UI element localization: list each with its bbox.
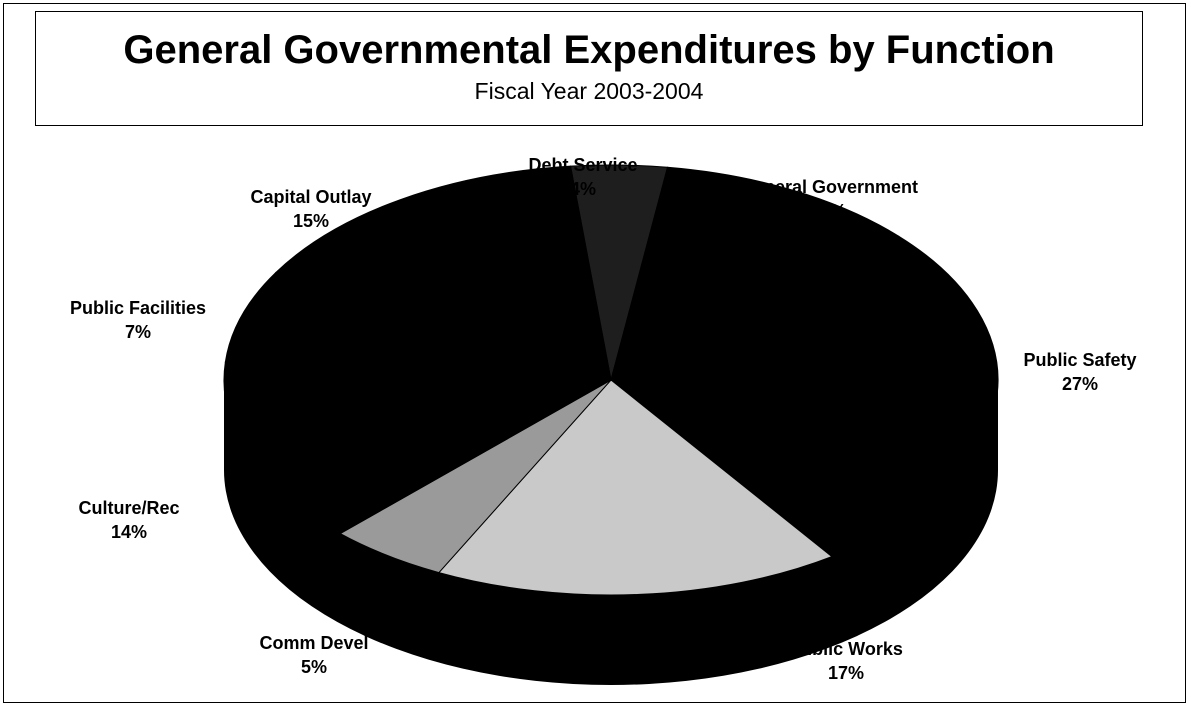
pie-side-wall xyxy=(224,380,998,685)
slice-percent: 17% xyxy=(827,663,865,683)
slice-name: Public Works xyxy=(789,639,903,659)
slice-name: Public Facilities xyxy=(69,298,207,318)
slice-label-comm-devel: Comm Devel 5% xyxy=(259,631,368,679)
slice-label-culture-rec: Culture/Rec 14% xyxy=(78,496,179,544)
slice-name: Comm Devel xyxy=(259,633,369,653)
slice-label-capital-outlay: Capital Outlay 15% xyxy=(250,185,371,233)
title-box: General Governmental Expenditures by Fun… xyxy=(35,11,1143,126)
slice-percent: 11% xyxy=(811,201,847,221)
pie-slice-general-government xyxy=(610,166,900,381)
slice-name: General Government xyxy=(739,177,919,197)
pie-slice-public-works xyxy=(438,379,833,596)
slice-percent: 4% xyxy=(569,179,596,199)
slice-label-public-works: Public Works 17% xyxy=(789,637,903,685)
slice-percent: 15% xyxy=(292,211,330,231)
slice-label-public-safety: Public Safety 27% xyxy=(1023,348,1136,396)
chart-frame xyxy=(3,3,1186,703)
pie-slice-public-facilities xyxy=(224,271,612,381)
slice-label-debt-service: Debt Service 4% xyxy=(528,153,637,201)
slice-percent: 27% xyxy=(1061,374,1099,394)
pie-slice-public-safety xyxy=(610,235,999,558)
slice-percent: 7% xyxy=(124,322,152,342)
slice-label-public-facilities: Public Facilities 7% xyxy=(70,296,206,344)
slice-name: Culture/Rec xyxy=(78,498,180,518)
chart-subtitle: Fiscal Year 2003-2004 xyxy=(474,78,704,104)
chart-title: General Governmental Expenditures by Fun… xyxy=(123,28,1055,72)
pie-slice-capital-outlay xyxy=(274,165,612,381)
slice-name: Capital Outlay xyxy=(250,187,372,207)
slice-label-general-government: General Government 11% xyxy=(740,175,918,223)
slice-name: Debt Service xyxy=(528,155,638,175)
slice-percent: 5% xyxy=(300,657,328,677)
slice-percent: 14% xyxy=(110,522,148,542)
slice-name: Public Safety xyxy=(1023,350,1137,370)
pie-slice-culture-rec xyxy=(223,361,613,535)
